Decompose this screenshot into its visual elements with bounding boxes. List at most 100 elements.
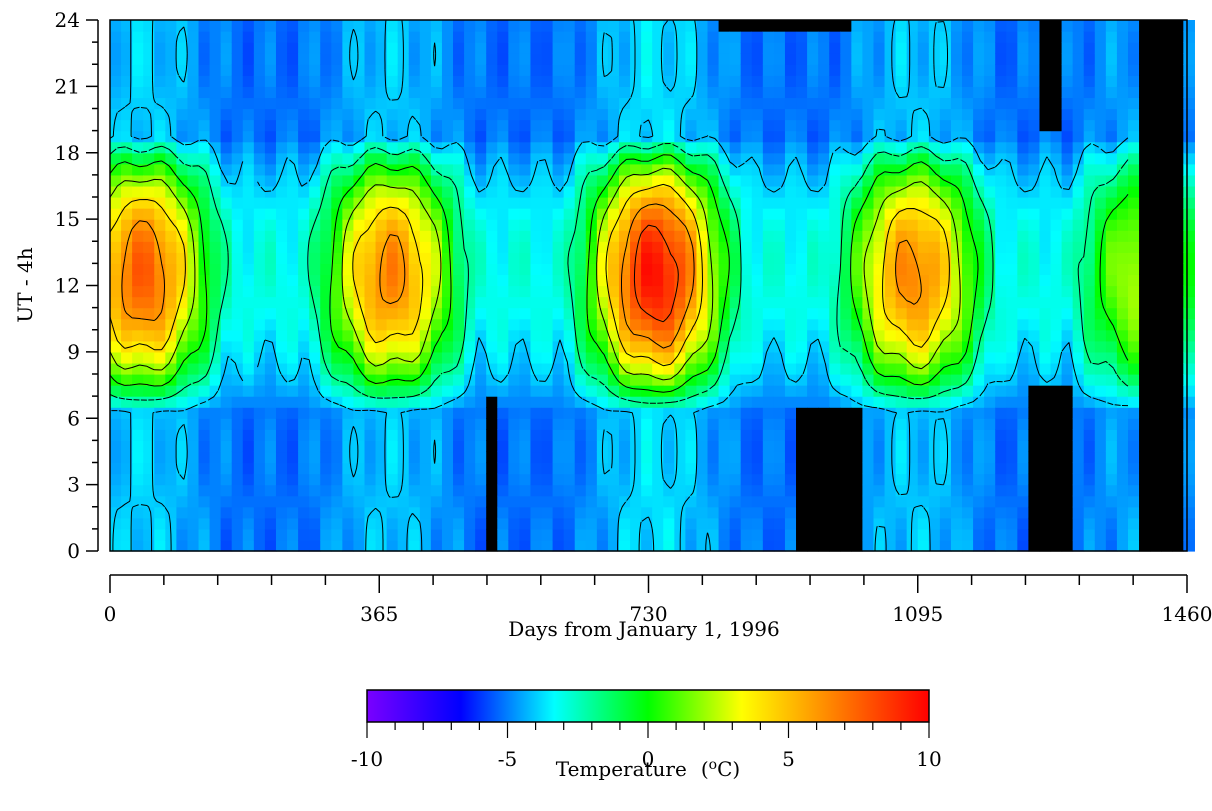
heatmap-cell — [143, 163, 155, 176]
colorbar-unit-open: ( — [701, 757, 709, 781]
heatmap-cell — [585, 75, 598, 87]
heatmap-cell — [386, 97, 399, 110]
heatmap-cell — [331, 119, 343, 132]
heatmap-cell — [143, 296, 155, 309]
heatmap-cell — [253, 53, 266, 65]
heatmap-cell — [784, 208, 797, 220]
heatmap-cell — [386, 185, 399, 198]
missing-data-cell — [1172, 473, 1184, 486]
heatmap-cell — [342, 362, 355, 375]
heatmap-cell — [397, 141, 410, 154]
heatmap-cell — [198, 418, 211, 430]
heatmap-cell — [275, 462, 288, 475]
heatmap-cell — [198, 318, 211, 331]
heatmap-cell — [298, 86, 310, 99]
heatmap-cell — [663, 351, 675, 364]
heatmap-cell — [1183, 119, 1195, 132]
heatmap-cell — [309, 108, 321, 121]
heatmap-cell — [530, 197, 543, 209]
heatmap-cell — [663, 528, 675, 541]
heatmap-cell — [386, 495, 399, 508]
heatmap-cell — [1017, 174, 1030, 187]
heatmap-cell — [486, 385, 498, 397]
heatmap-cell — [187, 362, 200, 375]
heatmap-cell — [132, 97, 144, 110]
missing-data-cell — [1139, 152, 1151, 165]
heatmap-cell — [187, 495, 200, 508]
heatmap-cell — [784, 484, 797, 497]
heatmap-cell — [784, 152, 797, 165]
heatmap-cell — [1116, 53, 1129, 65]
heatmap-cell — [264, 75, 277, 87]
heatmap-cell — [1017, 31, 1030, 43]
heatmap-cell — [242, 263, 255, 276]
heatmap-cell — [707, 75, 720, 87]
heatmap-cell — [607, 163, 620, 176]
heatmap-cell — [740, 374, 753, 386]
heatmap-cell — [419, 351, 432, 364]
missing-data-cell — [1039, 385, 1052, 397]
heatmap-cell — [917, 329, 930, 342]
missing-data-cell — [1161, 197, 1173, 209]
heatmap-cell — [862, 396, 875, 408]
heatmap-cell — [209, 429, 222, 441]
heatmap-cell — [1094, 53, 1107, 65]
heatmap-cell — [430, 528, 443, 541]
heatmap-cell — [784, 495, 797, 508]
heatmap-cell — [1006, 374, 1018, 386]
heatmap-cell — [917, 462, 930, 475]
heatmap-cell — [508, 219, 521, 231]
heatmap-cell — [552, 340, 565, 353]
heatmap-cell — [364, 64, 377, 76]
heatmap-cell — [253, 506, 266, 519]
heatmap-cell — [1183, 53, 1195, 65]
heatmap-cell — [939, 97, 952, 110]
missing-data-cell — [1050, 429, 1063, 441]
heatmap-cell — [829, 296, 841, 309]
heatmap-cell — [1050, 197, 1063, 209]
heatmap-cell — [497, 108, 509, 121]
heatmap-cell — [475, 197, 487, 209]
heatmap-cell — [1017, 429, 1030, 441]
heatmap-cell — [397, 340, 410, 353]
heatmap-cell — [663, 241, 675, 253]
heatmap-cell — [917, 252, 930, 264]
heatmap-cell — [121, 219, 133, 231]
heatmap-cell — [242, 396, 255, 408]
heatmap-cell — [143, 208, 155, 220]
heatmap-cell — [962, 407, 974, 419]
heatmap-cell — [220, 42, 233, 54]
heatmap-cell — [773, 285, 786, 298]
heatmap-cell — [807, 119, 819, 132]
heatmap-cell — [154, 495, 166, 508]
heatmap-cell — [939, 274, 952, 287]
heatmap-cell — [264, 484, 277, 497]
heatmap-cell — [1116, 86, 1129, 99]
heatmap-cell — [762, 64, 775, 76]
heatmap-cell — [165, 64, 177, 76]
heatmap-cell — [552, 263, 565, 276]
heatmap-cell — [342, 53, 355, 65]
heatmap-cell — [320, 163, 332, 176]
heatmap-cell — [962, 396, 974, 408]
heatmap-cell — [973, 174, 985, 187]
heatmap-cell — [962, 473, 974, 486]
heatmap-cell — [541, 263, 554, 276]
heatmap-cell — [209, 86, 222, 99]
heatmap-cell — [1072, 130, 1085, 143]
heatmap-cell — [984, 185, 996, 198]
heatmap-cell — [1127, 351, 1140, 364]
heatmap-cell — [740, 119, 753, 132]
heatmap-cell — [430, 75, 443, 87]
heatmap-cell — [287, 86, 299, 99]
heatmap-cell — [707, 307, 720, 320]
heatmap-cell — [121, 53, 133, 65]
heatmap-cell — [641, 163, 653, 176]
heatmap-cell — [1105, 539, 1118, 552]
heatmap-cell — [519, 307, 532, 320]
heatmap-cell — [762, 86, 775, 99]
heatmap-cell — [1083, 385, 1096, 397]
heatmap-cell — [984, 252, 996, 264]
heatmap-cell — [928, 307, 941, 320]
heatmap-cell — [1061, 152, 1074, 165]
